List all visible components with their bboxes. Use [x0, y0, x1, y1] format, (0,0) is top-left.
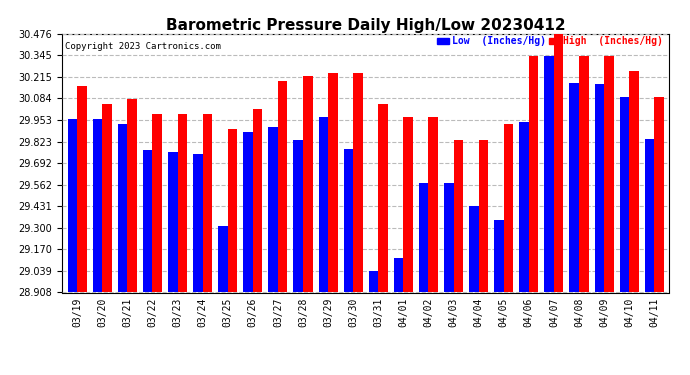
Bar	[152, 114, 162, 292]
Bar	[344, 148, 353, 292]
Bar	[604, 56, 613, 292]
Bar	[328, 73, 337, 292]
Bar	[444, 183, 453, 292]
Bar	[218, 226, 228, 292]
Bar	[428, 117, 438, 292]
Bar	[529, 56, 538, 292]
Bar	[193, 153, 203, 292]
Bar	[244, 132, 253, 292]
Bar	[92, 119, 102, 292]
Bar	[654, 98, 664, 292]
Bar	[469, 206, 479, 292]
Bar	[554, 33, 564, 292]
Bar	[595, 84, 604, 292]
Title: Barometric Pressure Daily High/Low 20230412: Barometric Pressure Daily High/Low 20230…	[166, 18, 566, 33]
Bar	[77, 86, 87, 292]
Bar	[569, 82, 579, 292]
Bar	[319, 117, 328, 292]
Bar	[644, 139, 654, 292]
Text: Copyright 2023 Cartronics.com: Copyright 2023 Cartronics.com	[65, 42, 221, 51]
Bar	[203, 114, 212, 292]
Bar	[168, 152, 177, 292]
Bar	[253, 109, 262, 292]
Bar	[419, 183, 428, 292]
Bar	[143, 150, 152, 292]
Bar	[68, 119, 77, 292]
Bar	[368, 271, 378, 292]
Bar	[378, 104, 388, 292]
Bar	[303, 76, 313, 292]
Bar	[118, 124, 128, 292]
Bar	[102, 104, 112, 292]
Bar	[494, 219, 504, 292]
Bar	[177, 114, 187, 292]
Bar	[620, 98, 629, 292]
Bar	[629, 71, 639, 292]
Bar	[128, 99, 137, 292]
Bar	[404, 117, 413, 292]
Bar	[479, 140, 488, 292]
Bar	[504, 124, 513, 292]
Bar	[278, 81, 288, 292]
Bar	[293, 140, 303, 292]
Legend: Low  (Inches/Hg), High  (Inches/Hg): Low (Inches/Hg), High (Inches/Hg)	[437, 36, 663, 46]
Bar	[228, 129, 237, 292]
Bar	[268, 127, 278, 292]
Bar	[394, 258, 404, 292]
Bar	[544, 56, 554, 292]
Bar	[353, 73, 363, 292]
Bar	[520, 122, 529, 292]
Bar	[579, 56, 589, 292]
Bar	[453, 140, 463, 292]
